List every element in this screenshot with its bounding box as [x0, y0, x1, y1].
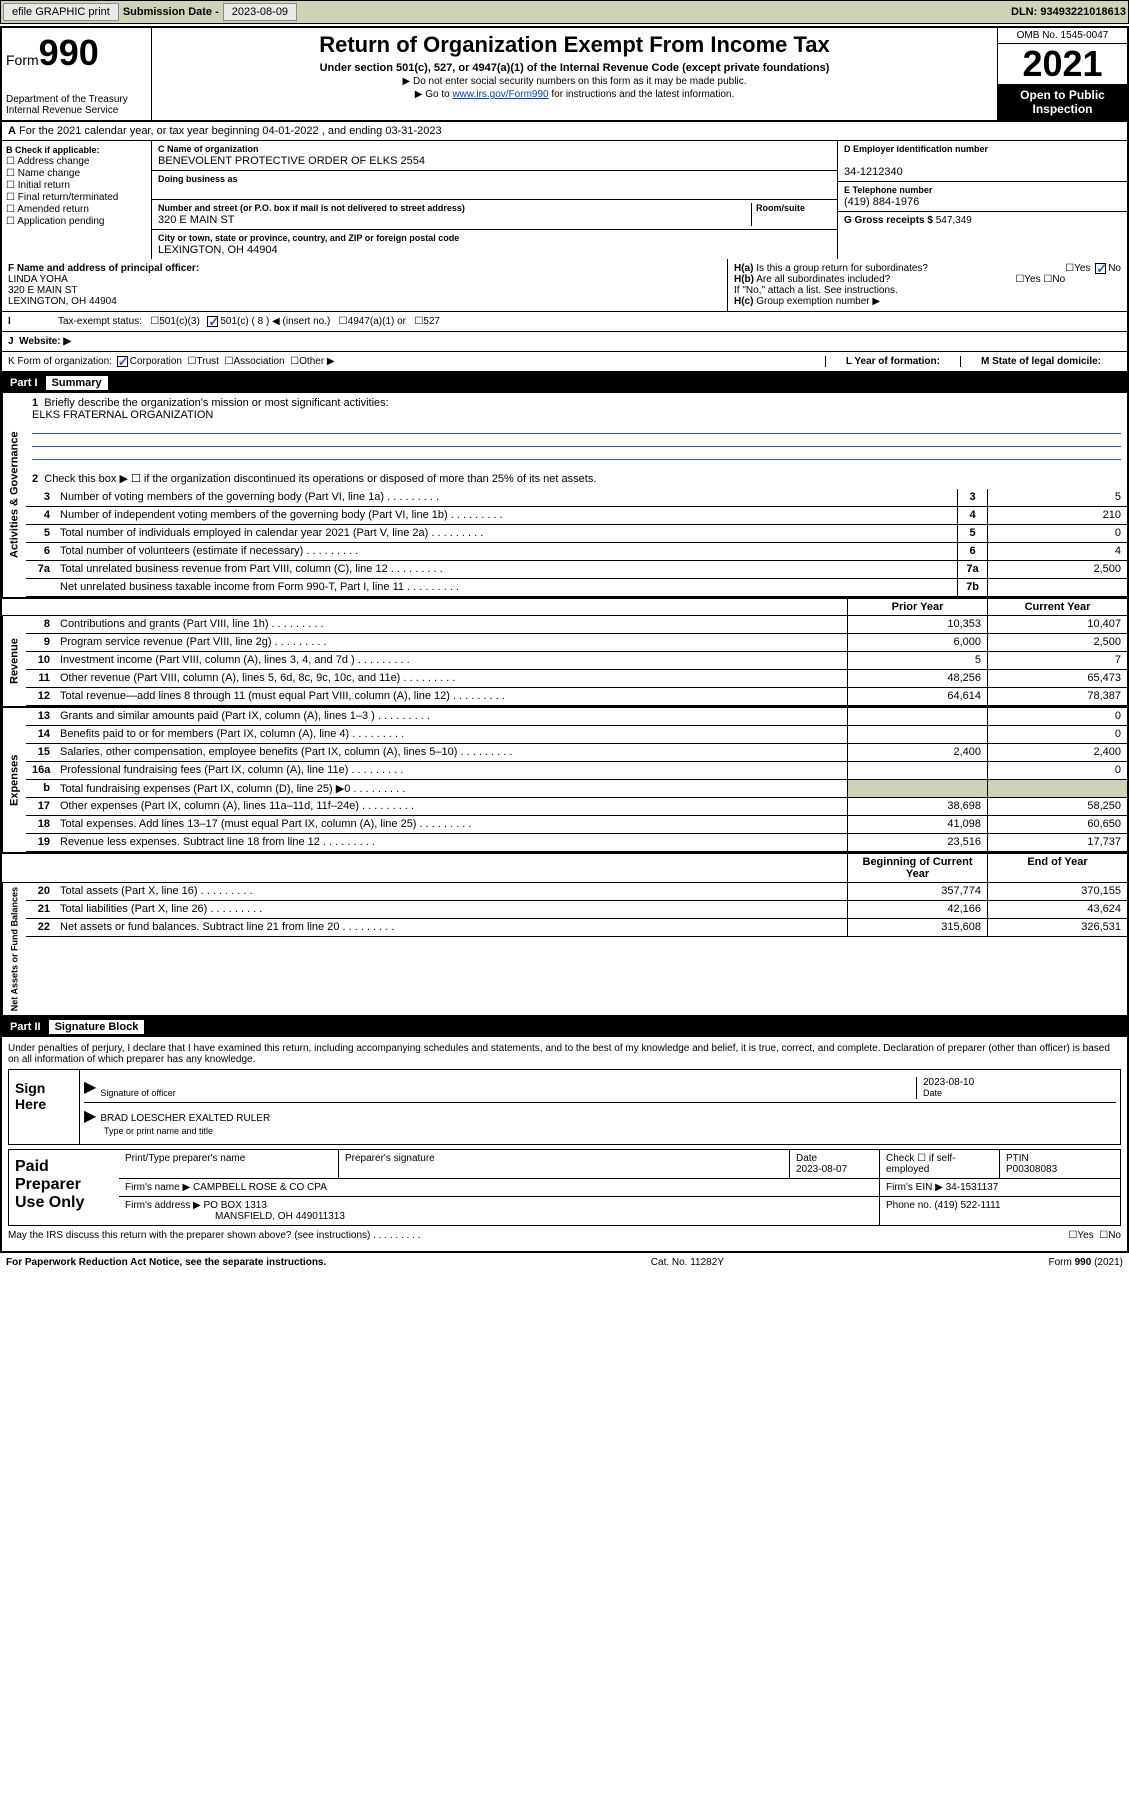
top-bar: efile GRAPHIC print Submission Date - 20…	[0, 0, 1129, 24]
form-title-block: Return of Organization Exempt From Incom…	[152, 28, 997, 120]
table-row: 14Benefits paid to or for members (Part …	[26, 726, 1127, 744]
table-row: 3Number of voting members of the governi…	[26, 489, 1127, 507]
governance-tab: Activities & Governance	[2, 393, 26, 597]
table-row: 11Other revenue (Part VIII, column (A), …	[26, 670, 1127, 688]
table-row: 22Net assets or fund balances. Subtract …	[26, 919, 1127, 937]
table-row: Net unrelated business taxable income fr…	[26, 579, 1127, 597]
table-row: 21Total liabilities (Part X, line 26)42,…	[26, 901, 1127, 919]
dln: DLN: 93493221018613	[1011, 6, 1126, 18]
entity-block: B Check if applicable: ☐ Address change …	[2, 141, 1127, 259]
table-row: 12Total revenue—add lines 8 through 11 (…	[26, 688, 1127, 706]
form-id-block: Form990 Department of the Treasury Inter…	[2, 28, 152, 120]
declaration-text: Under penalties of perjury, I declare th…	[8, 1043, 1121, 1065]
table-row: 6Total number of volunteers (estimate if…	[26, 543, 1127, 561]
table-row: 8Contributions and grants (Part VIII, li…	[26, 616, 1127, 634]
efile-button[interactable]: efile GRAPHIC print	[3, 3, 119, 21]
table-row: 19Revenue less expenses. Subtract line 1…	[26, 834, 1127, 852]
part2-header: Part IISignature Block	[2, 1017, 1127, 1037]
revenue-tab: Revenue	[2, 616, 26, 706]
table-row: 9Program service revenue (Part VIII, lin…	[26, 634, 1127, 652]
table-row: 4Number of independent voting members of…	[26, 507, 1127, 525]
table-row: 18Total expenses. Add lines 13–17 (must …	[26, 816, 1127, 834]
assets-tab: Net Assets or Fund Balances	[2, 883, 26, 1015]
submission-label: Submission Date -	[123, 6, 219, 18]
table-row: 17Other expenses (Part IX, column (A), l…	[26, 798, 1127, 816]
part1-header: Part ISummary	[2, 373, 1127, 393]
table-row: 16aProfessional fundraising fees (Part I…	[26, 762, 1127, 780]
table-row: 13Grants and similar amounts paid (Part …	[26, 708, 1127, 726]
footer: For Paperwork Reduction Act Notice, see …	[0, 1253, 1129, 1272]
year-block: OMB No. 1545-0047 2021 Open to Public In…	[997, 28, 1127, 120]
expenses-tab: Expenses	[2, 708, 26, 852]
table-row: bTotal fundraising expenses (Part IX, co…	[26, 780, 1127, 798]
table-row: 5Total number of individuals employed in…	[26, 525, 1127, 543]
irs-link[interactable]: www.irs.gov/Form990	[452, 89, 548, 100]
table-row: 7aTotal unrelated business revenue from …	[26, 561, 1127, 579]
form-990: Form990 Department of the Treasury Inter…	[0, 26, 1129, 1253]
table-row: 15Salaries, other compensation, employee…	[26, 744, 1127, 762]
table-row: 10Investment income (Part VIII, column (…	[26, 652, 1127, 670]
tax-year-row: A For the 2021 calendar year, or tax yea…	[2, 122, 1127, 141]
submission-date: 2023-08-09	[223, 3, 297, 21]
form-title: Return of Organization Exempt From Incom…	[156, 32, 993, 58]
table-row: 20Total assets (Part X, line 16)357,7743…	[26, 883, 1127, 901]
